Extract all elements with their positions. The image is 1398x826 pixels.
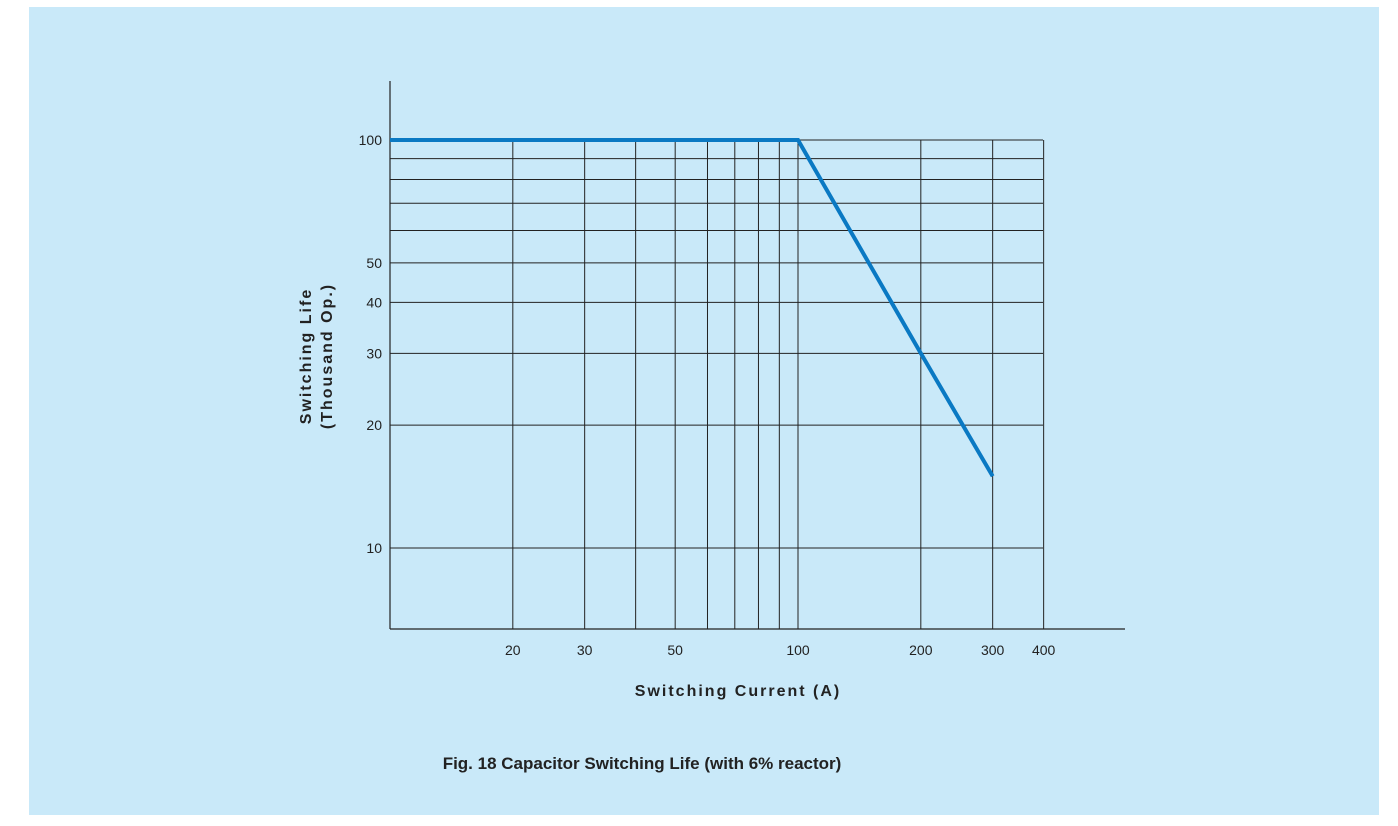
x-axis-label: Switching Current (A): [635, 683, 841, 700]
x-tick-label: 100: [786, 642, 810, 658]
x-tick-labels: 20 30 50 100 200 300 400: [505, 642, 1056, 658]
y-tick-label: 10: [366, 540, 382, 556]
x-tick-label: 50: [667, 642, 683, 658]
x-gridlines: [512, 140, 1045, 629]
chart-panel: 10 20 30 40 50 100 20 30 50 100 200 300 400 Switchi…: [29, 7, 1379, 815]
y-tick-label: 40: [366, 294, 382, 310]
y-axis-label-line-2: (Thousand Op.): [319, 283, 336, 429]
x-tick-label: 200: [909, 642, 933, 658]
y-tick-label: 50: [366, 255, 382, 271]
y-tick-label: 30: [366, 345, 382, 361]
y-tick-labels: 10 20 30 40 50 100: [359, 132, 383, 556]
y-tick-label: 20: [366, 417, 382, 433]
x-tick-label: 300: [981, 642, 1005, 658]
x-tick-label: 400: [1032, 642, 1056, 658]
y-tick-label: 100: [359, 132, 383, 148]
figure-caption: Fig. 18 Capacitor Switching Life (with 6…: [443, 754, 842, 773]
x-tick-label: 20: [505, 642, 521, 658]
series-group: [390, 138, 995, 478]
capacitor-switching-life-chart: 10 20 30 40 50 100 20 30 50 100 200 300 400 Switchi…: [29, 7, 1379, 815]
y-axis-label-line-1: Switching Life: [298, 288, 315, 424]
series-line: [390, 138, 995, 478]
x-tick-label: 30: [577, 642, 593, 658]
